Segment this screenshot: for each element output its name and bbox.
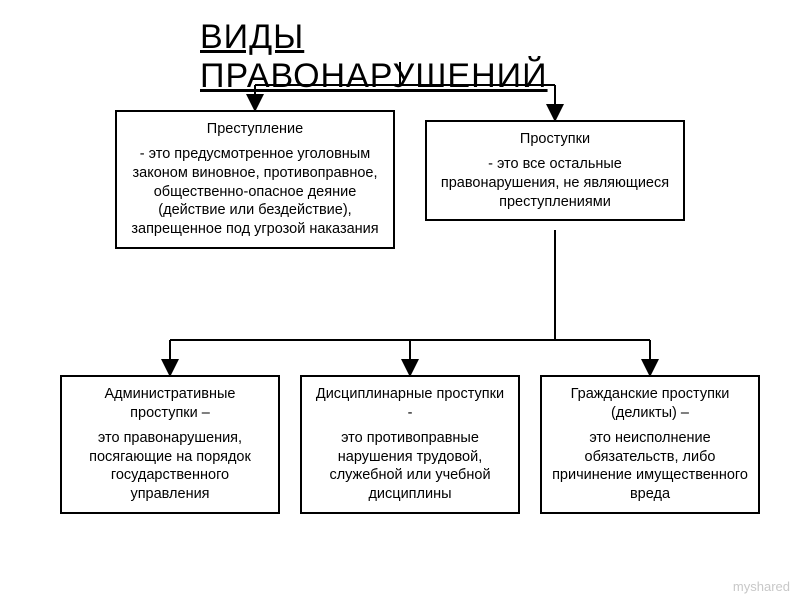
- node-crime: Преступление - это предусмотренное уголо…: [115, 110, 395, 249]
- node-admin-body: это правонарушения, посягающие на порядо…: [89, 430, 251, 503]
- node-civil: Гражданские проступки (деликты) – это не…: [540, 375, 760, 514]
- watermark-text: myshared: [733, 579, 790, 594]
- node-civil-heading: Гражданские проступки (деликты) –: [552, 385, 748, 423]
- node-misdemeanor: Проступки - это все остальные правонаруш…: [425, 120, 685, 221]
- node-misdemeanor-heading: Проступки: [437, 130, 673, 149]
- node-disc: Дисциплинарные проступки - это противопр…: [300, 375, 520, 514]
- node-admin: Административные проступки – это правона…: [60, 375, 280, 514]
- node-misdemeanor-body: - это все остальные правонарушения, не я…: [441, 156, 669, 210]
- node-admin-heading: Административные проступки –: [72, 385, 268, 423]
- node-crime-heading: Преступление: [127, 120, 383, 139]
- diagram-title: ВИДЫ ПРАВОНАРУШЕНИЙ: [200, 18, 600, 96]
- node-civil-body: это неисполнение обязательств, либо прич…: [552, 430, 748, 503]
- node-crime-body: - это предусмотренное уголовным законом …: [131, 146, 378, 237]
- node-disc-body: это противоправные нарушения трудовой, с…: [329, 430, 490, 503]
- node-disc-heading: Дисциплинарные проступки -: [312, 385, 508, 423]
